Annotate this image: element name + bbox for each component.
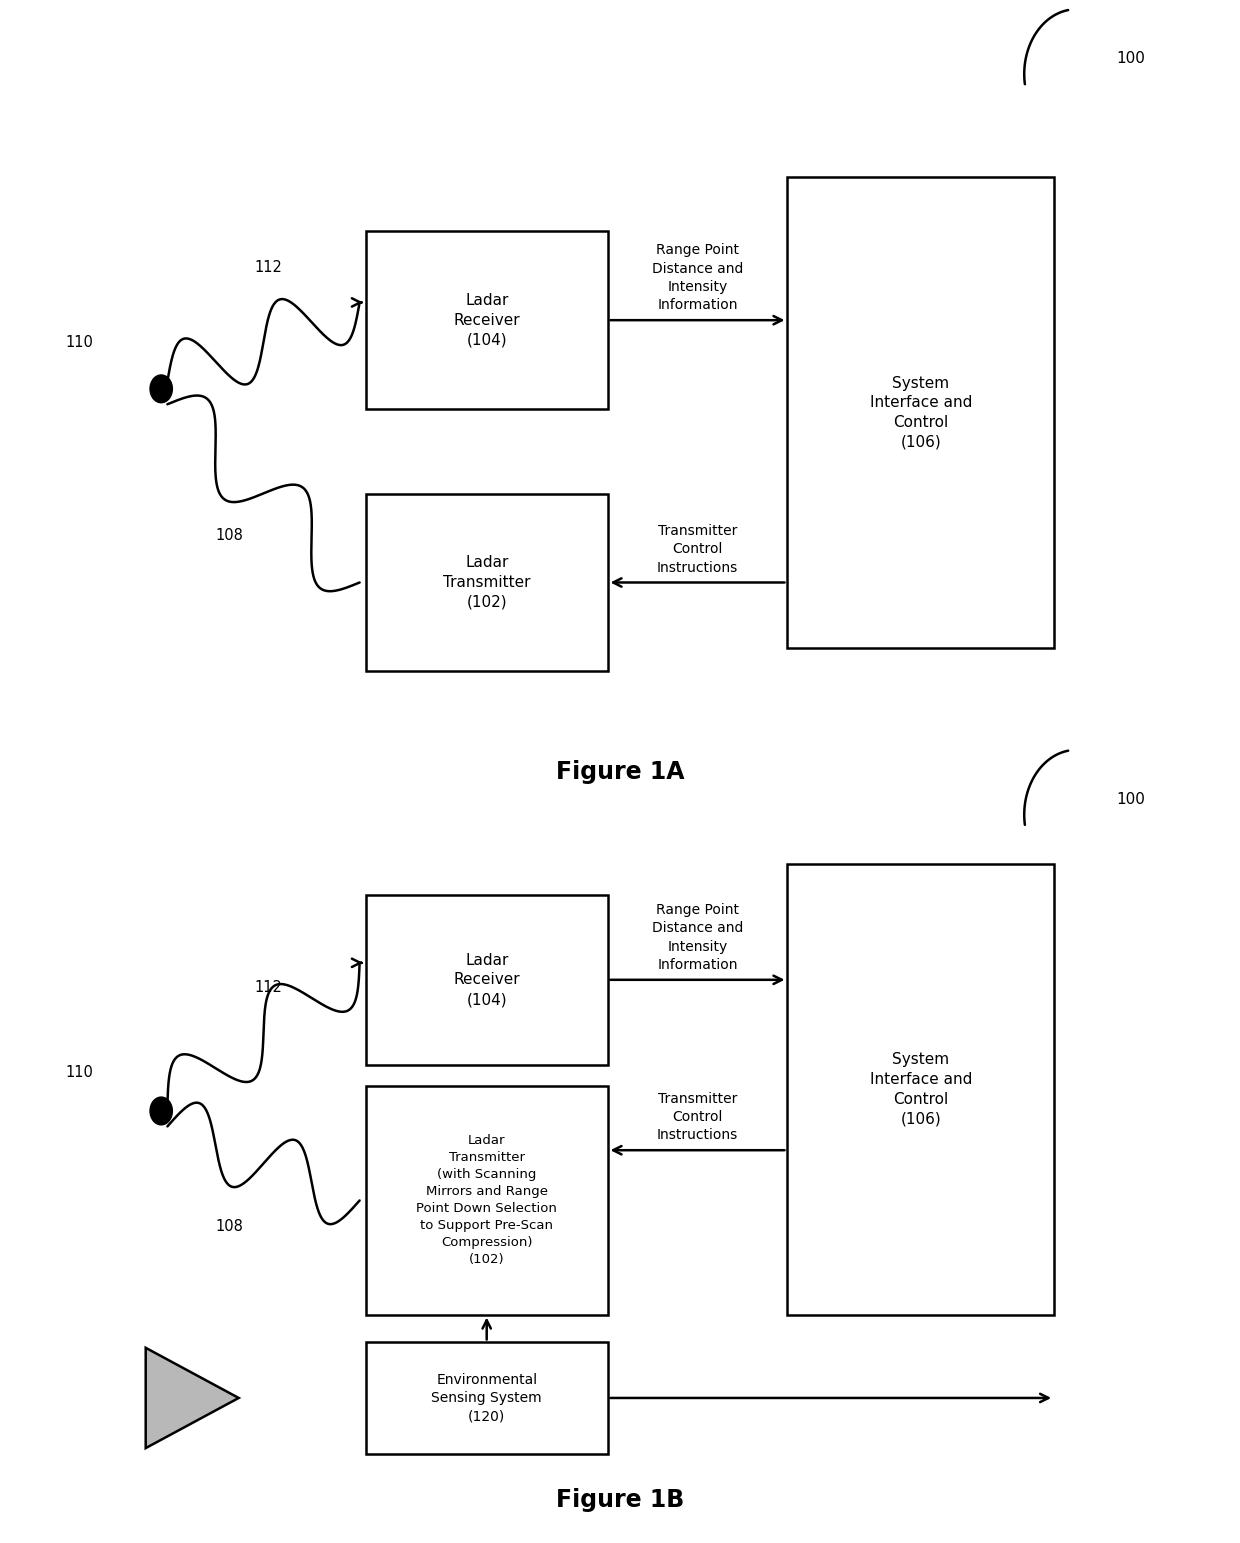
Bar [787,864,1054,1315]
Bar [366,1342,608,1454]
Bar [366,494,608,671]
Text: Ladar
Receiver
(104): Ladar Receiver (104) [454,293,520,347]
Text: 112: 112 [254,259,281,275]
Text: Figure 1B: Figure 1B [556,1487,684,1512]
Text: Environmental
Sensing System
(120): Environmental Sensing System (120) [432,1373,542,1423]
Bar [366,1086,608,1315]
Text: 110: 110 [66,335,93,350]
Bar [787,177,1054,648]
Bar [366,231,608,409]
Text: Transmitter
Control
Instructions: Transmitter Control Instructions [657,525,738,576]
Text: Range Point
Distance and
Intensity
Information: Range Point Distance and Intensity Infor… [652,903,743,972]
Text: Figure 1A: Figure 1A [556,759,684,784]
Text: Transmitter
Control
Instructions: Transmitter Control Instructions [657,1092,738,1142]
Text: Ladar
Transmitter
(with Scanning
Mirrors and Range
Point Down Selection
to Suppo: Ladar Transmitter (with Scanning Mirrors… [417,1134,557,1267]
Text: 108: 108 [216,528,243,543]
Polygon shape [146,1349,238,1447]
Text: 112: 112 [254,980,281,995]
Bar [366,895,608,1065]
Text: Ladar
Receiver
(104): Ladar Receiver (104) [454,952,520,1008]
Text: 100: 100 [1116,792,1145,807]
Text: Ladar
Transmitter
(102): Ladar Transmitter (102) [443,555,531,609]
Text: 108: 108 [216,1219,243,1234]
Text: System
Interface and
Control
(106): System Interface and Control (106) [869,375,972,451]
Text: System
Interface and
Control
(106): System Interface and Control (106) [869,1052,972,1126]
Circle shape [150,375,172,403]
Text: 110: 110 [66,1065,93,1080]
Circle shape [150,1097,172,1125]
Text: 100: 100 [1116,51,1145,66]
Text: Range Point
Distance and
Intensity
Information: Range Point Distance and Intensity Infor… [652,244,743,312]
